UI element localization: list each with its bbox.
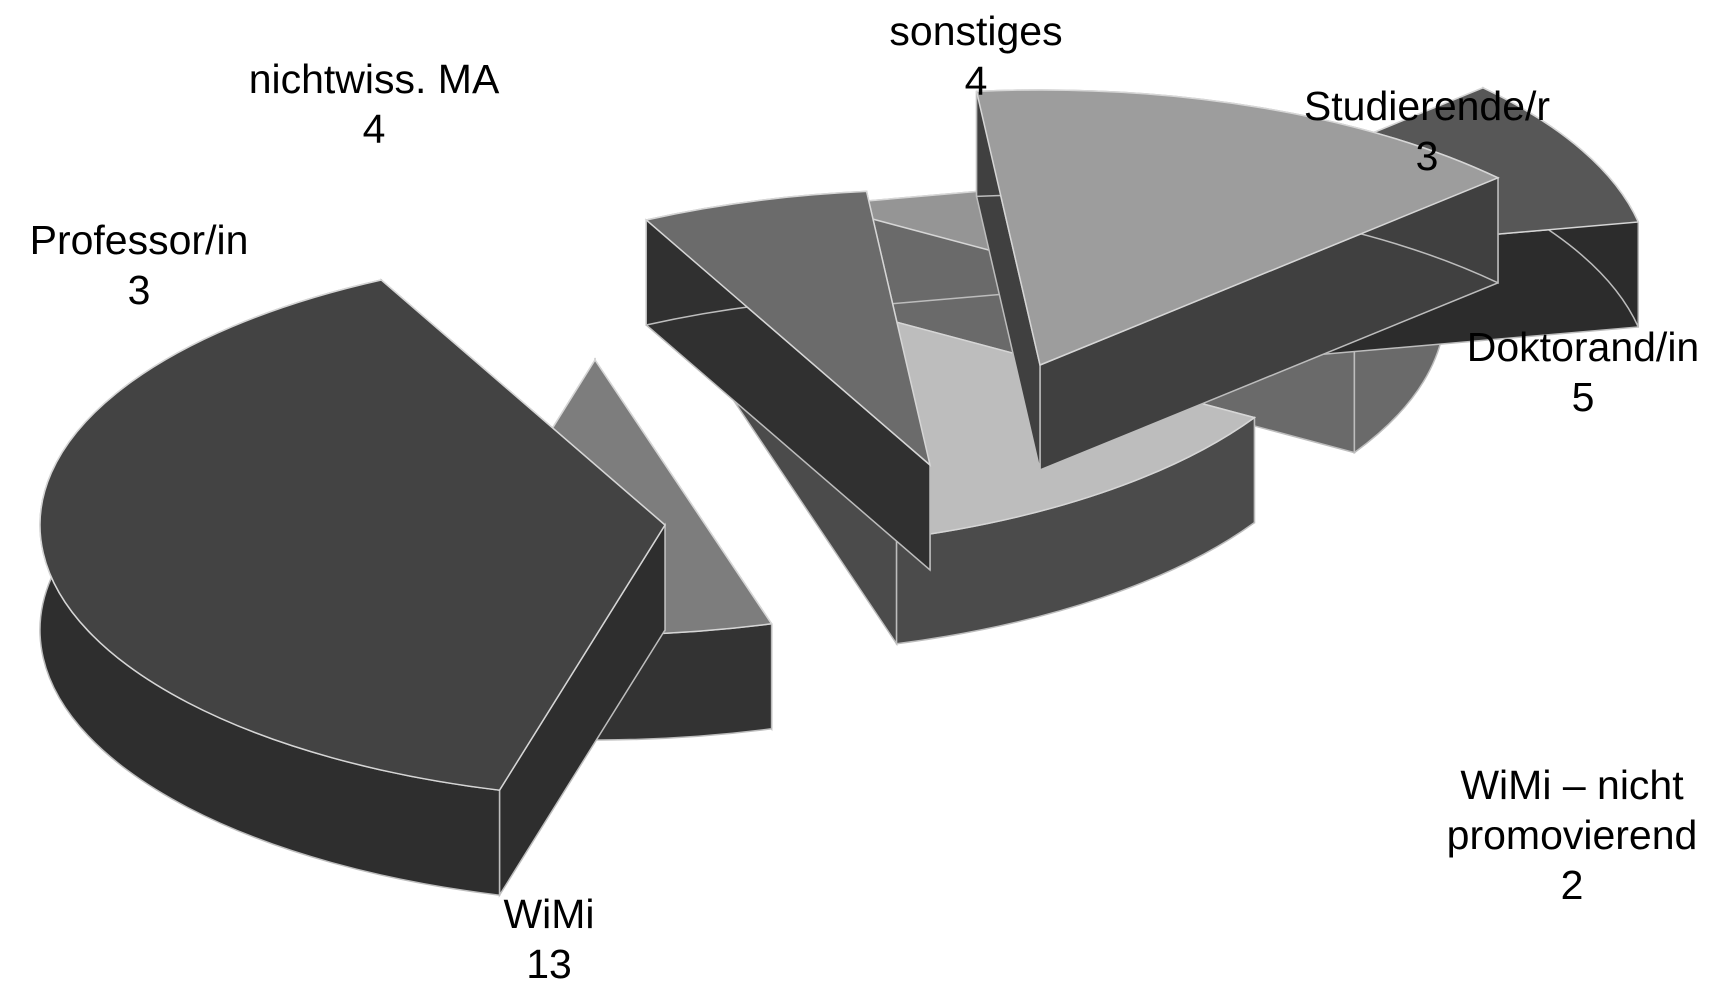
slice-top xyxy=(644,190,932,468)
label-wimi-value: 13 xyxy=(526,941,572,987)
label-wimi-nicht: WiMi – nicht promovierend 2 xyxy=(1422,760,1722,910)
label-professor-value: 3 xyxy=(127,267,151,313)
label-wimi: WiMi 13 xyxy=(503,889,594,989)
label-wimi-nicht-name: WiMi – nicht promovierend xyxy=(1446,762,1698,858)
label-studierende-value: 3 xyxy=(1415,133,1439,179)
label-sonstiges-name: sonstiges xyxy=(889,8,1063,54)
label-sonstiges: sonstiges 4 xyxy=(889,6,1062,106)
label-wimi-name: WiMi xyxy=(503,891,595,937)
label-professor-name: Professor/in xyxy=(29,217,249,263)
pie-slice xyxy=(39,278,666,898)
slice-top xyxy=(975,89,1500,367)
label-doktorand-value: 5 xyxy=(1571,374,1595,420)
label-sonstiges-value: 4 xyxy=(964,58,988,104)
label-wimi-nicht-value: 2 xyxy=(1560,862,1584,908)
label-doktorand: Doktorand/in 5 xyxy=(1467,322,1699,422)
label-doktorand-name: Doktorand/in xyxy=(1466,324,1700,370)
slice-top xyxy=(39,279,666,791)
label-studierende-name: Studierende/r xyxy=(1303,83,1551,129)
pie-slice xyxy=(644,190,932,572)
label-professor: Professor/in 3 xyxy=(30,215,249,315)
pie-slice xyxy=(975,89,1500,472)
label-nichtwiss: nichtwiss. MA 4 xyxy=(249,54,500,154)
label-studierende: Studierende/r 3 xyxy=(1304,81,1550,181)
label-nichtwiss-value: 4 xyxy=(362,106,386,152)
label-nichtwiss-name: nichtwiss. MA xyxy=(248,56,500,102)
